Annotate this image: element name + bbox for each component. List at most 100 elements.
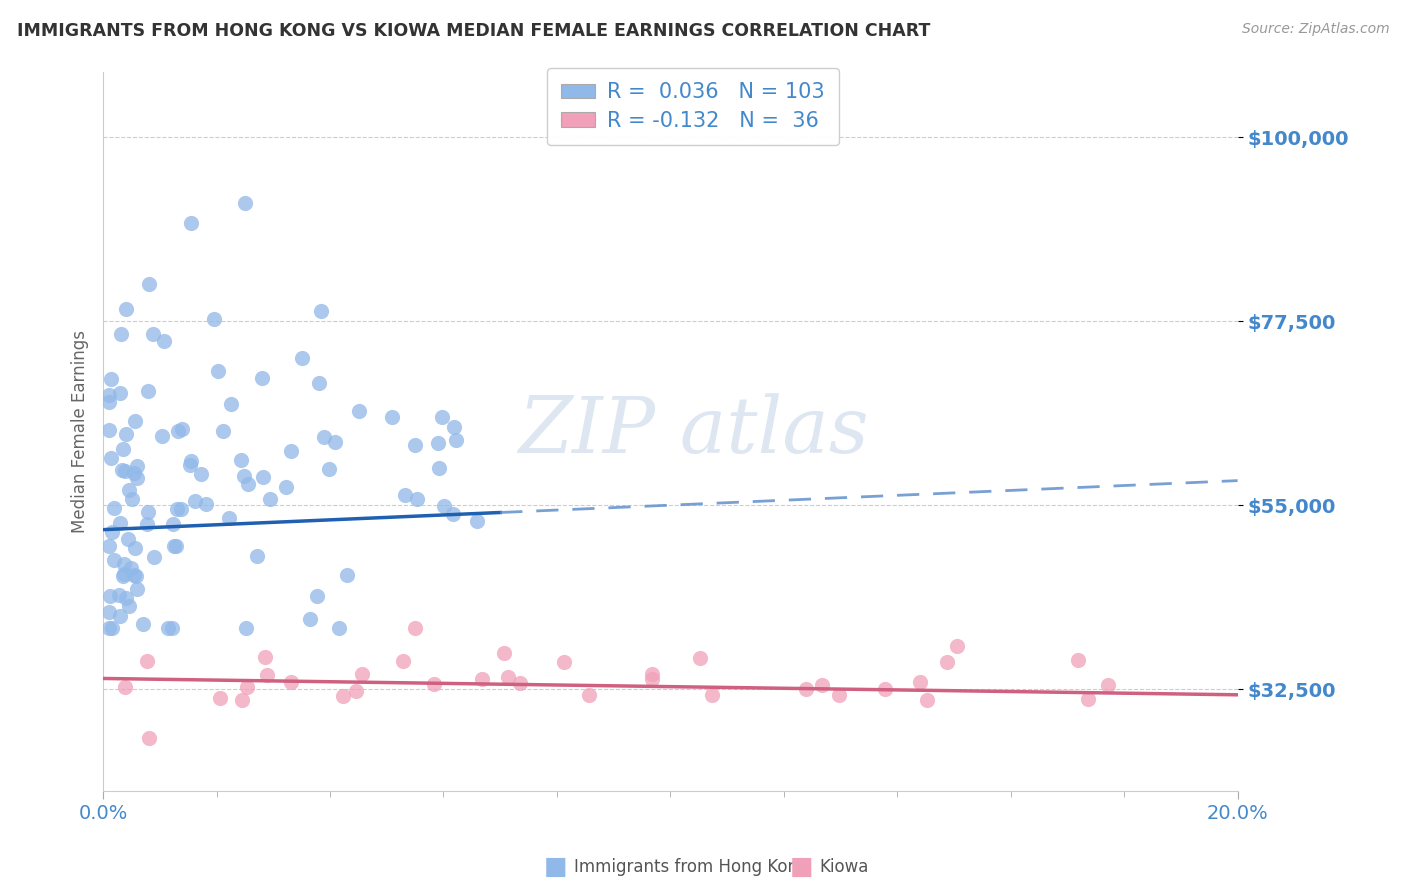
Point bbox=[127, 470, 149, 484]
Point bbox=[107, 588, 129, 602]
Text: ■: ■ bbox=[544, 855, 567, 879]
Point bbox=[233, 195, 256, 210]
Point bbox=[259, 491, 281, 506]
Point bbox=[441, 507, 464, 521]
Point bbox=[553, 655, 575, 669]
Legend: R =  0.036   N = 103, R = -0.132   N =  36: R = 0.036 N = 103, R = -0.132 N = 36 bbox=[547, 68, 839, 145]
Point bbox=[202, 312, 225, 326]
Point bbox=[112, 557, 135, 571]
Point bbox=[97, 539, 120, 553]
Point bbox=[254, 650, 277, 665]
Point bbox=[125, 569, 148, 583]
Point bbox=[157, 621, 180, 635]
Point bbox=[121, 491, 143, 506]
Point bbox=[274, 480, 297, 494]
Point bbox=[471, 672, 494, 686]
Point bbox=[641, 666, 664, 681]
Point bbox=[394, 488, 416, 502]
Point bbox=[280, 443, 302, 458]
Point bbox=[142, 327, 165, 342]
Point bbox=[299, 612, 322, 626]
Point bbox=[180, 454, 202, 468]
Point bbox=[1097, 678, 1119, 692]
Point bbox=[252, 371, 274, 385]
Point bbox=[170, 422, 193, 436]
Point bbox=[98, 589, 121, 603]
Point bbox=[307, 589, 329, 603]
Point bbox=[811, 678, 834, 692]
Text: Source: ZipAtlas.com: Source: ZipAtlas.com bbox=[1241, 22, 1389, 37]
Point bbox=[165, 539, 187, 553]
Point bbox=[391, 654, 413, 668]
Point bbox=[344, 684, 367, 698]
Point bbox=[117, 532, 139, 546]
Point bbox=[124, 568, 146, 582]
Point bbox=[152, 334, 174, 349]
Point bbox=[332, 689, 354, 703]
Point bbox=[231, 693, 253, 707]
Point bbox=[427, 461, 450, 475]
Point bbox=[252, 470, 274, 484]
Point bbox=[465, 514, 488, 528]
Point bbox=[114, 427, 136, 442]
Point bbox=[97, 388, 120, 402]
Point bbox=[323, 435, 346, 450]
Point bbox=[641, 672, 664, 686]
Point bbox=[179, 458, 201, 473]
Point bbox=[127, 459, 149, 474]
Point bbox=[162, 516, 184, 531]
Point bbox=[138, 277, 160, 292]
Text: ZIP atlas: ZIP atlas bbox=[517, 393, 869, 470]
Point bbox=[120, 561, 142, 575]
Point bbox=[432, 499, 454, 513]
Point bbox=[136, 384, 159, 398]
Point bbox=[142, 549, 165, 564]
Point bbox=[207, 364, 229, 378]
Point bbox=[235, 621, 257, 635]
Point bbox=[426, 436, 449, 450]
Point bbox=[101, 525, 124, 540]
Point bbox=[312, 429, 335, 443]
Point bbox=[112, 566, 135, 581]
Point bbox=[118, 599, 141, 614]
Point bbox=[406, 492, 429, 507]
Point bbox=[229, 453, 252, 467]
Point bbox=[233, 468, 256, 483]
Point bbox=[430, 410, 453, 425]
Point bbox=[1077, 691, 1099, 706]
Point bbox=[404, 438, 426, 452]
Point bbox=[496, 670, 519, 684]
Point bbox=[100, 372, 122, 386]
Point bbox=[167, 424, 190, 438]
Point bbox=[280, 674, 302, 689]
Point bbox=[212, 425, 235, 439]
Point bbox=[170, 501, 193, 516]
Point bbox=[908, 675, 931, 690]
Point bbox=[381, 410, 404, 425]
Text: Kiowa: Kiowa bbox=[820, 858, 869, 876]
Point bbox=[309, 304, 332, 318]
Point bbox=[256, 668, 278, 682]
Point bbox=[111, 463, 134, 477]
Y-axis label: Median Female Earnings: Median Female Earnings bbox=[72, 330, 89, 533]
Point bbox=[136, 654, 159, 668]
Point bbox=[111, 569, 134, 583]
Point bbox=[163, 539, 186, 553]
Point bbox=[794, 681, 817, 696]
Point bbox=[97, 395, 120, 409]
Point bbox=[103, 500, 125, 515]
Text: ■: ■ bbox=[790, 855, 813, 879]
Point bbox=[114, 464, 136, 478]
Point bbox=[114, 680, 136, 694]
Point bbox=[444, 434, 467, 448]
Point bbox=[110, 516, 132, 531]
Point bbox=[219, 397, 242, 411]
Point bbox=[291, 351, 314, 365]
Point bbox=[915, 692, 938, 706]
Point bbox=[308, 376, 330, 390]
Point bbox=[150, 429, 173, 443]
Point bbox=[443, 420, 465, 434]
Point bbox=[97, 621, 120, 635]
Point bbox=[422, 677, 444, 691]
Point bbox=[194, 497, 217, 511]
